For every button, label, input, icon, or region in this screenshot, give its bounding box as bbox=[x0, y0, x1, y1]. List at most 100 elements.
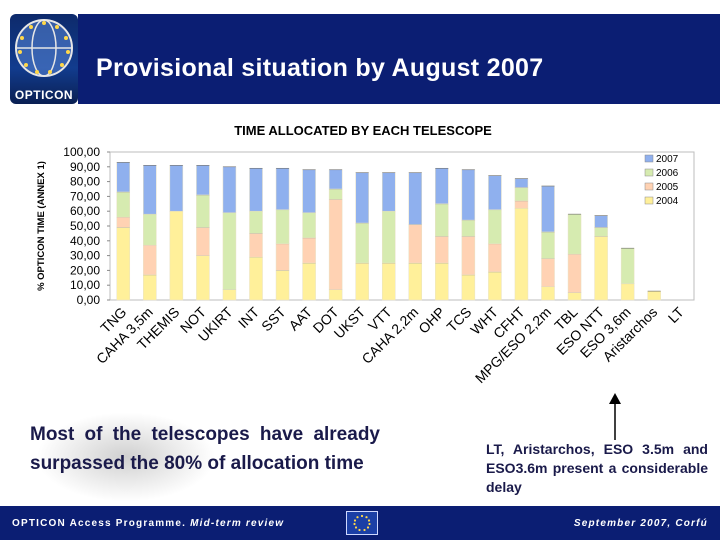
bar-segment-2005 bbox=[302, 237, 316, 264]
bar-segment-2004 bbox=[541, 286, 555, 301]
bar-segment-2007 bbox=[355, 172, 369, 224]
bar-segment-2007 bbox=[222, 166, 237, 213]
y-tick-label: 40,00 bbox=[70, 234, 100, 248]
bar-segment-2007 bbox=[116, 162, 131, 193]
x-tick-label: UKST bbox=[331, 303, 369, 341]
bar-segment-2005 bbox=[541, 258, 555, 287]
footer-programme: OPTICON Access Programme. Mid-term revie… bbox=[12, 518, 284, 529]
bar-segment-2006 bbox=[461, 219, 476, 237]
bar-segment-2005 bbox=[435, 236, 449, 264]
y-tick-label: 0,00 bbox=[77, 293, 101, 307]
bar-segment-2005 bbox=[567, 253, 582, 293]
footer-programme-text: OPTICON Access Programme. bbox=[12, 518, 191, 529]
bar-segment-2004 bbox=[275, 270, 290, 301]
opticon-logo: OPTICON bbox=[10, 14, 78, 104]
bar-segment-2005 bbox=[408, 224, 423, 264]
bar-segment-2007 bbox=[488, 175, 502, 210]
bar-segment-2005 bbox=[328, 199, 343, 290]
bar-segment-2004 bbox=[381, 262, 396, 301]
bar-segment-2006 bbox=[514, 187, 529, 202]
bar-segment-2004 bbox=[461, 274, 476, 301]
page-title: Provisional situation by August 2007 bbox=[96, 54, 544, 82]
bar-segment-2004 bbox=[328, 289, 343, 301]
bar-segment-2004 bbox=[355, 262, 369, 301]
bar-segment-2005 bbox=[275, 243, 290, 271]
stacked-bar-chart: TIME ALLOCATED BY EACH TELESCOPE % OPTIC… bbox=[36, 123, 695, 386]
y-tick-label: 20,00 bbox=[70, 263, 100, 277]
x-tick-label: INT bbox=[235, 303, 263, 331]
bar-segment-2004 bbox=[594, 236, 608, 301]
bar-segment-2006 bbox=[143, 213, 157, 246]
eu-flag-icon bbox=[346, 511, 378, 535]
bar-segment-2005 bbox=[514, 200, 529, 209]
legend-swatch-2005 bbox=[644, 182, 654, 191]
y-tick-label: 10,00 bbox=[70, 278, 100, 292]
bar-segment-2004 bbox=[408, 262, 423, 301]
pointer-arrow bbox=[609, 393, 621, 440]
legend-swatch-2006 bbox=[644, 168, 654, 177]
bar-segment-2007 bbox=[514, 178, 529, 188]
bar-segment-2006 bbox=[249, 210, 263, 234]
x-tick-label: AAT bbox=[285, 304, 315, 334]
y-tick-label: 90,00 bbox=[70, 160, 100, 174]
bar-segment-2007 bbox=[328, 169, 343, 190]
bar-segment-2006 bbox=[196, 194, 210, 228]
bar-segment-2007 bbox=[541, 185, 555, 233]
bar-segment-2007 bbox=[381, 172, 396, 212]
bar-segment-2007 bbox=[302, 169, 316, 213]
legend-label-2006: 2006 bbox=[656, 168, 679, 179]
bar-segment-2004 bbox=[169, 210, 184, 301]
bar-segment-2004 bbox=[143, 274, 157, 301]
bar-segment-2006 bbox=[328, 188, 343, 200]
bar-segment-2007 bbox=[169, 165, 184, 212]
y-tick-label: 50,00 bbox=[70, 219, 100, 233]
bar-segment-2005 bbox=[196, 227, 210, 256]
delay-note: LT, Aristarchos, ESO 3.5m and ESO3.6m pr… bbox=[486, 441, 708, 495]
title-bar: Provisional situation by August 2007 bbox=[78, 14, 720, 104]
bar-segment-2006 bbox=[116, 191, 131, 218]
bar-segment-2005 bbox=[116, 216, 131, 228]
y-tick-label: 30,00 bbox=[70, 249, 100, 263]
bar-segment-2006 bbox=[435, 203, 449, 237]
bar-segment-2005 bbox=[143, 244, 157, 276]
bar-segment-2006 bbox=[222, 212, 237, 290]
bar-segment-2004 bbox=[222, 289, 237, 301]
y-tick-label: 80,00 bbox=[70, 175, 100, 189]
legend-label-2007: 2007 bbox=[656, 154, 679, 165]
bar-segment-2005 bbox=[249, 233, 263, 258]
y-tick-label: 70,00 bbox=[70, 189, 100, 203]
x-tick-label: LT bbox=[665, 304, 687, 326]
y-tick-label: 60,00 bbox=[70, 204, 100, 218]
y-axis-label: % OPTICON TIME (ANNEX 1) bbox=[36, 161, 47, 291]
bar-segment-2006 bbox=[594, 227, 608, 237]
legend-swatch-2004 bbox=[644, 196, 654, 205]
bar-segment-2006 bbox=[620, 247, 635, 284]
logo-text: OPTICON bbox=[14, 88, 74, 102]
bar-segment-2004 bbox=[488, 271, 502, 301]
bar-segment-2004 bbox=[620, 283, 635, 301]
bar-segment-2006 bbox=[488, 209, 502, 245]
bar-segment-2004 bbox=[647, 290, 661, 301]
bar-segment-2007 bbox=[196, 165, 210, 196]
bar-segment-2004 bbox=[249, 256, 263, 301]
footer: OPTICON Access Programme. Mid-term revie… bbox=[0, 506, 720, 540]
bar-segment-2007 bbox=[275, 168, 290, 210]
bar-segment-2007 bbox=[143, 165, 157, 215]
bar-segment-2006 bbox=[302, 212, 316, 239]
legend-label-2005: 2005 bbox=[656, 182, 679, 193]
bar-segment-2007 bbox=[249, 168, 263, 212]
bar-segment-2004 bbox=[435, 262, 449, 301]
bar-segment-2004 bbox=[514, 207, 529, 301]
bar-segment-2004 bbox=[116, 227, 131, 301]
chart-area: TIME ALLOCATED BY EACH TELESCOPE % OPTIC… bbox=[0, 108, 720, 408]
bar-segment-2007 bbox=[594, 215, 608, 228]
chart-title: TIME ALLOCATED BY EACH TELESCOPE bbox=[234, 123, 492, 138]
footer-review-text: Mid-term review bbox=[190, 518, 285, 529]
bar-segment-2004 bbox=[196, 255, 210, 301]
bar-segment-2006 bbox=[567, 213, 582, 255]
bar-segment-2004 bbox=[302, 262, 316, 301]
bar-segment-2006 bbox=[355, 222, 369, 264]
bar-segment-2006 bbox=[275, 209, 290, 245]
bar-segment-2005 bbox=[488, 243, 502, 273]
bar-segment-2007 bbox=[461, 169, 476, 221]
